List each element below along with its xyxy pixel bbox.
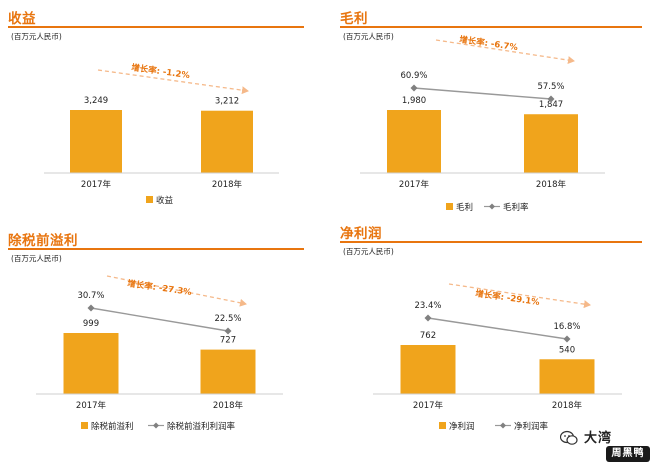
legend-label-pretax-profit-line: 除税前溢利利润率 xyxy=(167,421,236,432)
category-label-pretax-profit-2: 2018年 xyxy=(213,400,244,411)
margin-point-pretax-profit-2 xyxy=(224,327,232,335)
category-label-net-profit-2: 2018年 xyxy=(552,400,583,411)
growth-rate-label-pretax-profit: 增长率: -27.3% xyxy=(127,278,193,298)
margin-line-net-profit xyxy=(427,317,568,340)
legend-label-pretax-profit-bar: 除税前溢利 xyxy=(91,421,134,432)
legend-label-net-profit-bar: 净利润 xyxy=(449,421,475,432)
legend-swatch-revenue-bar xyxy=(146,196,153,203)
bar-net-profit-2 xyxy=(539,359,595,394)
watermark-badge: 周黑鸭 xyxy=(606,446,650,462)
legend-swatch-gross-profit-bar xyxy=(446,203,453,210)
title-rule-revenue xyxy=(8,26,304,28)
bar-value-label-pretax-profit-1: 999 xyxy=(83,319,99,329)
category-label-pretax-profit-1: 2017年 xyxy=(76,400,107,411)
wechat-icon xyxy=(560,430,578,445)
legend-marker-gross-profit-line xyxy=(489,203,495,210)
legend-swatch-pretax-profit-bar xyxy=(81,422,88,429)
legend-label-revenue-bar: 收益 xyxy=(156,195,174,206)
margin-point-pretax-profit-1 xyxy=(87,304,95,312)
legend-label-gross-profit-bar: 毛利 xyxy=(456,202,473,213)
category-label-gross-profit-1: 2017年 xyxy=(399,179,430,190)
watermark: 大湾 周黑鸭 xyxy=(560,420,656,468)
margin-label-net-profit-2: 16.8% xyxy=(553,322,580,332)
unit-caption-revenue: (百万元人民币) xyxy=(11,32,62,41)
bar-value-label-gross-profit-1: 1,980 xyxy=(402,96,426,106)
legend-label-gross-profit-line: 毛利率 xyxy=(503,202,529,213)
bar-pretax-profit-2 xyxy=(200,349,256,394)
bar-value-label-pretax-profit-2: 727 xyxy=(220,336,236,346)
margin-point-gross-profit-2 xyxy=(547,95,555,103)
bar-revenue-2 xyxy=(201,110,253,173)
unit-caption-net-profit: (百万元人民币) xyxy=(343,247,394,256)
bar-value-label-net-profit-2: 540 xyxy=(559,345,575,355)
bar-revenue-1 xyxy=(70,110,122,173)
title-rule-gross-profit xyxy=(340,26,642,28)
panel-title-net-profit: 净利润 xyxy=(340,226,382,242)
bar-value-label-revenue-2: 3,212 xyxy=(215,97,239,107)
margin-label-pretax-profit-1: 30.7% xyxy=(77,291,104,301)
bar-gross-profit-1 xyxy=(387,110,441,173)
growth-arrow-net-profit xyxy=(448,283,591,309)
unit-caption-pretax-profit: (百万元人民币) xyxy=(11,254,62,263)
margin-label-gross-profit-1: 60.9% xyxy=(400,71,427,81)
category-label-net-profit-1: 2017年 xyxy=(413,400,444,411)
category-label-gross-profit-2: 2018年 xyxy=(536,179,567,190)
growth-rate-label-gross-profit: 增长率: -6.7% xyxy=(459,34,519,53)
legend-marker-pretax-profit-line xyxy=(153,422,159,429)
title-rule-net-profit xyxy=(340,241,642,243)
margin-point-net-profit-1 xyxy=(424,314,432,322)
watermark-badge-text: 周黑鸭 xyxy=(611,448,645,459)
category-label-revenue-1: 2017年 xyxy=(81,179,112,190)
bar-value-label-gross-profit-2: 1,847 xyxy=(539,100,563,110)
growth-arrow-revenue xyxy=(97,69,249,95)
bar-net-profit-1 xyxy=(400,345,456,394)
margin-label-net-profit-1: 23.4% xyxy=(414,301,441,311)
growth-arrow-gross-profit xyxy=(435,39,575,65)
unit-caption-gross-profit: (百万元人民币) xyxy=(343,32,394,41)
legend-label-net-profit-line: 净利润率 xyxy=(514,421,549,432)
bar-value-label-revenue-1: 3,249 xyxy=(84,96,108,106)
growth-arrow-pretax-profit xyxy=(106,275,247,307)
panel-title-gross-profit: 毛利 xyxy=(340,11,368,27)
bar-value-label-net-profit-1: 762 xyxy=(420,331,436,341)
margin-label-gross-profit-2: 57.5% xyxy=(537,82,564,92)
title-rule-pretax-profit xyxy=(8,248,304,250)
margin-line-gross-profit xyxy=(413,87,552,100)
margin-line-pretax-profit xyxy=(90,307,229,332)
margin-point-net-profit-2 xyxy=(563,335,571,343)
watermark-title: 大湾 xyxy=(584,431,613,446)
category-label-revenue-2: 2018年 xyxy=(212,179,243,190)
growth-rate-label-net-profit: 增长率: -29.1% xyxy=(475,288,541,308)
panel-title-revenue: 收益 xyxy=(8,11,36,27)
legend-swatch-net-profit-bar xyxy=(439,422,446,429)
bar-pretax-profit-1 xyxy=(63,333,119,394)
bar-gross-profit-2 xyxy=(524,114,578,173)
panel-title-pretax-profit: 除税前溢利 xyxy=(8,233,78,249)
margin-point-gross-profit-1 xyxy=(410,84,418,92)
legend-marker-net-profit-line xyxy=(500,422,506,429)
margin-label-pretax-profit-2: 22.5% xyxy=(214,314,241,324)
